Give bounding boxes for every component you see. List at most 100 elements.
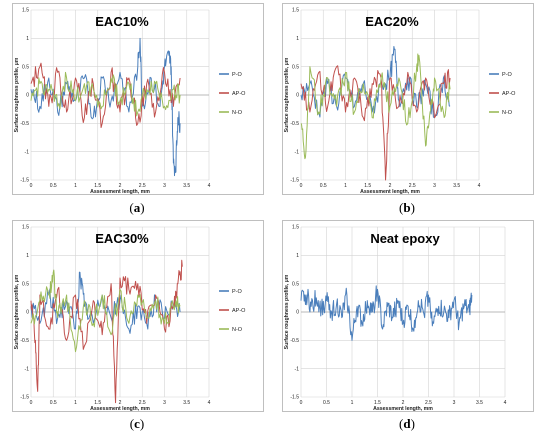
chart-title: Neat epoxy bbox=[370, 231, 440, 246]
y-tick-label: 0 bbox=[26, 93, 29, 99]
x-tick-label: 2 bbox=[119, 183, 122, 189]
x-tick-label: 2 bbox=[389, 183, 392, 189]
legend-label-n-o: N-O bbox=[232, 327, 243, 333]
y-tick-label: 1 bbox=[296, 253, 299, 259]
y-tick-label: 1 bbox=[296, 36, 299, 42]
y-axis-label: Surface roughness profile, µm bbox=[284, 274, 290, 349]
y-axis-label: Surface roughness profile, µm bbox=[284, 57, 290, 132]
x-tick-label: 3.5 bbox=[183, 183, 190, 189]
legend-label-n-o: N-O bbox=[232, 110, 243, 116]
y-tick-label: -1.5 bbox=[20, 395, 29, 401]
y-tick-label: -0.5 bbox=[20, 121, 29, 127]
chart-neat-epoxy: 1.5 1 0.5 0 -0.5 -1 -1.5 0 0.5 1 1.5 2 2.5 3 3.5 4 Neat … bbox=[282, 220, 534, 412]
y-tick-label: 0 bbox=[296, 93, 299, 99]
y-tick-label: -0.5 bbox=[20, 338, 29, 344]
series-line-n-o bbox=[300, 53, 451, 160]
y-tick-label: -1.5 bbox=[20, 178, 29, 184]
x-axis-label: Assessment length, mm bbox=[360, 189, 420, 194]
x-tick-label: 1 bbox=[74, 400, 77, 406]
y-tick-label: 1 bbox=[26, 36, 29, 42]
legend-label-p-o: P-O bbox=[232, 289, 243, 295]
x-tick-label: 2.5 bbox=[139, 400, 146, 406]
y-tick-label: 1.5 bbox=[22, 8, 29, 14]
x-tick-label: 3.5 bbox=[183, 400, 190, 406]
x-tick-label: 1 bbox=[344, 183, 347, 189]
chart-eac30-svg: 1.510.50-0.5-1-1.50 0.5 1 1.5 2 2.5 3 3.5 4EAC30… bbox=[14, 225, 246, 411]
y-tick-label: -1 bbox=[25, 149, 30, 155]
y-tick-label: 0 bbox=[26, 310, 29, 316]
series-line-n-o bbox=[30, 71, 181, 117]
y-tick-label: 1.5 bbox=[292, 8, 299, 14]
x-tick-label: 3.5 bbox=[476, 400, 483, 406]
panel-label-c: (c) bbox=[129, 416, 145, 431]
x-tick-label: 1.5 bbox=[364, 183, 371, 189]
x-tick-label: 4 bbox=[208, 183, 211, 189]
chart-title: EAC10% bbox=[95, 14, 149, 29]
legend-label-p-o: P-O bbox=[232, 72, 243, 78]
x-tick-label: 3 bbox=[453, 400, 456, 406]
panel-label-d: (d) bbox=[399, 416, 415, 431]
x-tick-label: 2.5 bbox=[139, 183, 146, 189]
x-tick-label: 1.5 bbox=[94, 183, 101, 189]
y-axis-label: Surface roughness profile, µm bbox=[14, 274, 20, 349]
x-tick-label: 1.5 bbox=[94, 400, 101, 406]
x-tick-label: 4 bbox=[478, 183, 481, 189]
y-tick-label: 0.5 bbox=[292, 281, 299, 287]
x-tick-label: 3.5 bbox=[453, 183, 460, 189]
y-tick-label: -1.5 bbox=[290, 395, 299, 401]
x-tick-label: 0 bbox=[300, 400, 303, 406]
y-tick-label: 0.5 bbox=[22, 281, 29, 287]
x-axis-label: Assessment length, mm bbox=[90, 406, 150, 411]
chart-neat-epoxy-svg: 1.510.50-0.5-1-1.50 0.5 1 1.5 2 2.5 3 3.5 4Neat … bbox=[284, 225, 507, 411]
panel-label-a: (a) bbox=[129, 200, 145, 215]
x-tick-label: 0 bbox=[300, 183, 303, 189]
y-tick-label: -0.5 bbox=[290, 338, 299, 344]
legend-label-p-o: P-O bbox=[502, 72, 513, 78]
y-tick-label: -1 bbox=[295, 366, 300, 372]
legend-label-ap-o: AP-O bbox=[232, 308, 246, 314]
series-line-n-o bbox=[30, 269, 181, 353]
legend-label-ap-o: AP-O bbox=[232, 91, 246, 97]
y-tick-label: -1.5 bbox=[290, 178, 299, 184]
x-tick-label: 2.5 bbox=[409, 183, 416, 189]
chart-title: EAC30% bbox=[95, 231, 149, 246]
x-tick-label: 4 bbox=[208, 400, 211, 406]
chart-eac10-svg: 1.510.50-0.5-1-1.50 0.5 1 1.5 2 2.5 3 3.5 4EAC10… bbox=[14, 8, 246, 194]
x-tick-label: 0 bbox=[30, 183, 33, 189]
x-tick-label: 2 bbox=[119, 400, 122, 406]
chart-eac10: 1.5 1 0.5 0 -0.5 -1 -1.5 0 0.5 1 1.5 2 2.5 3 3.5 4 EAC10… bbox=[12, 3, 264, 195]
x-tick-label: 3 bbox=[163, 400, 166, 406]
x-tick-label: 1 bbox=[351, 400, 354, 406]
legend-label-ap-o: AP-O bbox=[502, 91, 516, 97]
y-tick-label: 0 bbox=[296, 310, 299, 316]
y-tick-label: -0.5 bbox=[290, 121, 299, 127]
y-tick-label: 0.5 bbox=[22, 64, 29, 70]
y-axis-label: Surface roughness profile, µm bbox=[14, 57, 20, 132]
x-tick-label: 0.5 bbox=[323, 400, 330, 406]
chart-title: EAC20% bbox=[365, 14, 419, 29]
y-tick-label: 1.5 bbox=[22, 225, 29, 231]
x-tick-label: 0 bbox=[30, 400, 33, 406]
y-tick-label: 0.5 bbox=[292, 64, 299, 70]
y-tick-label: 1.5 bbox=[292, 225, 299, 231]
x-tick-label: 4 bbox=[504, 400, 507, 406]
x-tick-label: 1 bbox=[74, 183, 77, 189]
x-tick-label: 0.5 bbox=[50, 400, 57, 406]
series-line-profile bbox=[300, 285, 473, 341]
x-tick-label: 2 bbox=[402, 400, 405, 406]
y-tick-label: -1 bbox=[25, 366, 30, 372]
x-tick-label: 3 bbox=[433, 183, 436, 189]
chart-eac30: 1.5 1 0.5 0 -0.5 -1 -1.5 0 0.5 1 1.5 2 2.5 3 3.5 4 EAC30… bbox=[12, 220, 264, 412]
x-tick-label: 1.5 bbox=[374, 400, 381, 406]
x-tick-label: 3 bbox=[163, 183, 166, 189]
panel-label-b: (b) bbox=[399, 200, 415, 215]
x-tick-label: 0.5 bbox=[320, 183, 327, 189]
legend-label-n-o: N-O bbox=[502, 110, 513, 116]
x-tick-label: 0.5 bbox=[50, 183, 57, 189]
x-axis-label: Assessment length, mm bbox=[90, 189, 150, 194]
chart-eac20-svg: 1.510.50-0.5-1-1.50 0.5 1 1.5 2 2.5 3 3.5 4EAC20… bbox=[284, 8, 516, 194]
y-tick-label: 1 bbox=[26, 253, 29, 259]
series-line-ap-o bbox=[30, 259, 183, 404]
x-tick-label: 2.5 bbox=[425, 400, 432, 406]
y-tick-label: -1 bbox=[295, 149, 300, 155]
